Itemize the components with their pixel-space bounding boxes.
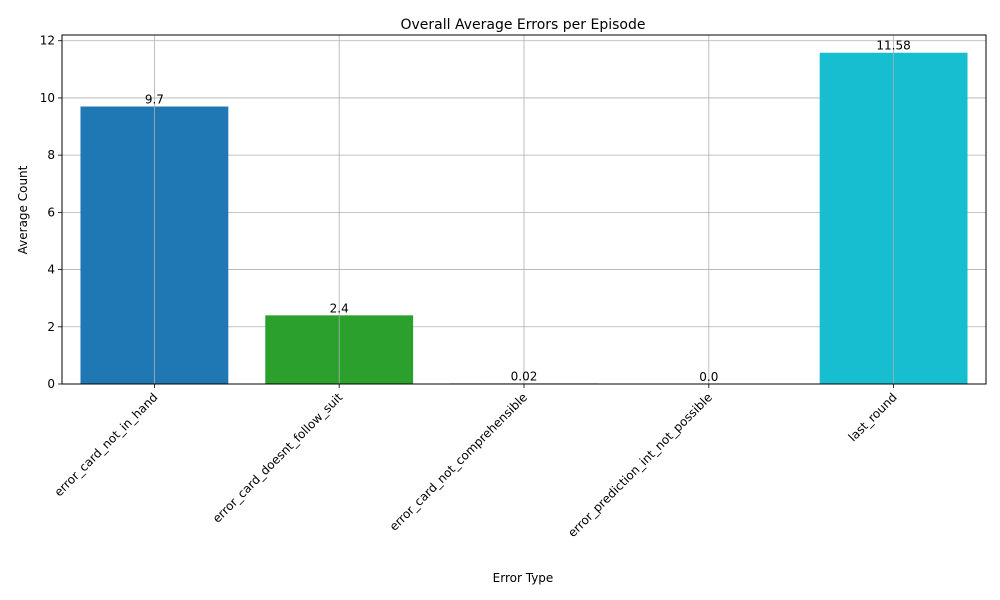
bar-value-label: 2.4 [330,301,349,315]
data-labels: 9.7 2.4 0.02 0.0 11.58 [145,39,911,384]
x-tick-label: error_card_doesnt_follow_suit [210,390,346,526]
y-tick-label: 0 [47,377,55,391]
bar-value-label: 11.58 [876,39,910,53]
x-tick-label: error_card_not_comprehensible [387,390,530,533]
y-tick-label: 12 [40,34,55,48]
x-tick-label: error_card_not_in_hand [52,390,161,499]
x-tick-label: error_prediction_int_not_possible [565,390,715,540]
y-tick-label: 8 [47,148,55,162]
x-axis-label: Error Type [493,571,554,585]
bar-value-label: 0.0 [699,370,718,384]
y-tick-label: 6 [47,205,55,219]
y-tick-label: 10 [40,91,55,105]
y-tick-label: 2 [47,320,55,334]
y-axis-label: Average Count [16,165,30,254]
y-tick-label: 4 [47,263,55,277]
chart-title: Overall Average Errors per Episode [401,17,646,33]
bar-value-label: 9.7 [145,93,164,107]
vertical-grid-lines [153,35,894,384]
x-tick-label: last_round [846,390,900,444]
bar-value-label: 0.02 [511,369,538,383]
